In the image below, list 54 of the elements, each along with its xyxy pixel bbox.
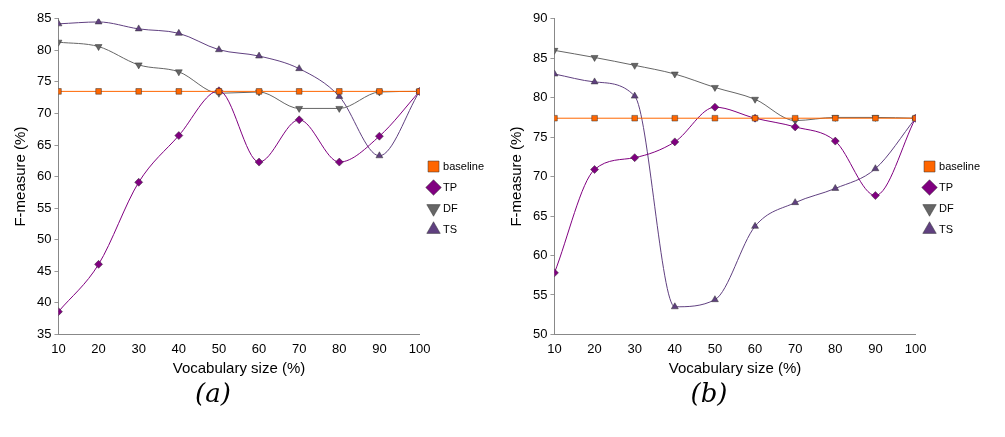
x-tick-label: 90 <box>868 340 883 356</box>
x-axis-title: Vocabulary size (%) <box>668 359 802 377</box>
y-tick-label: 85 <box>532 49 548 65</box>
text: (b) <box>689 378 729 408</box>
y-tick-label: 85 <box>36 10 52 26</box>
text: (a) <box>194 378 232 408</box>
x-tick-label: 20 <box>587 340 602 356</box>
x-tick-label: 100 <box>904 340 927 356</box>
legend-label: baseline <box>939 159 981 172</box>
x-tick-label: 70 <box>787 340 803 356</box>
y-tick-label: 80 <box>36 41 52 57</box>
legend-label: TP <box>443 180 458 193</box>
x-axis-title: Vocabulary size (%) <box>172 359 306 377</box>
x-tick-label: 50 <box>707 340 723 356</box>
y-axis-title: F-measure (%) <box>507 126 525 227</box>
legend-label: TS <box>443 222 458 235</box>
x-tick-label: 90 <box>372 340 387 356</box>
x-tick-label: 30 <box>627 340 642 356</box>
y-tick-label: 65 <box>532 207 548 223</box>
x-tick-label: 20 <box>91 340 106 356</box>
y-tick-label: 90 <box>532 10 548 26</box>
y-tick-label: 50 <box>36 231 52 247</box>
x-tick-label: 50 <box>211 340 227 356</box>
x-tick-label: 60 <box>747 340 763 356</box>
y-tick-label: 35 <box>36 325 52 341</box>
y-tick-label: 70 <box>36 105 52 121</box>
y-tick-label: 55 <box>532 286 548 302</box>
x-tick-label: 100 <box>408 340 431 356</box>
y-tick-label: 60 <box>532 247 548 263</box>
legend-label: DF <box>939 201 954 214</box>
y-tick-label: 55 <box>36 199 52 215</box>
x-tick-label: 80 <box>332 340 347 356</box>
x-tick-label: 40 <box>171 340 187 356</box>
y-tick-label: 80 <box>532 89 548 105</box>
x-tick-label: 60 <box>251 340 267 356</box>
x-tick-label: 10 <box>51 340 66 356</box>
y-tick-label: 40 <box>36 294 52 310</box>
y-tick-label: 75 <box>36 73 52 89</box>
legend-label: TP <box>939 180 954 193</box>
x-tick-label: 70 <box>291 340 307 356</box>
y-tick-label: 50 <box>532 325 548 341</box>
y-tick-label: 45 <box>36 262 52 278</box>
legend-label: DF <box>443 201 458 214</box>
y-axis-title: F-measure (%) <box>11 126 29 227</box>
x-tick-label: 30 <box>131 340 146 356</box>
legend-label: baseline <box>443 159 485 172</box>
x-tick-label: 80 <box>828 340 843 356</box>
y-tick-label: 70 <box>532 168 548 184</box>
y-tick-label: 60 <box>36 168 52 184</box>
y-tick-label: 65 <box>36 136 52 152</box>
x-tick-label: 10 <box>547 340 562 356</box>
legend-label: TS <box>939 222 954 235</box>
x-tick-label: 40 <box>667 340 683 356</box>
y-tick-label: 75 <box>532 128 548 144</box>
